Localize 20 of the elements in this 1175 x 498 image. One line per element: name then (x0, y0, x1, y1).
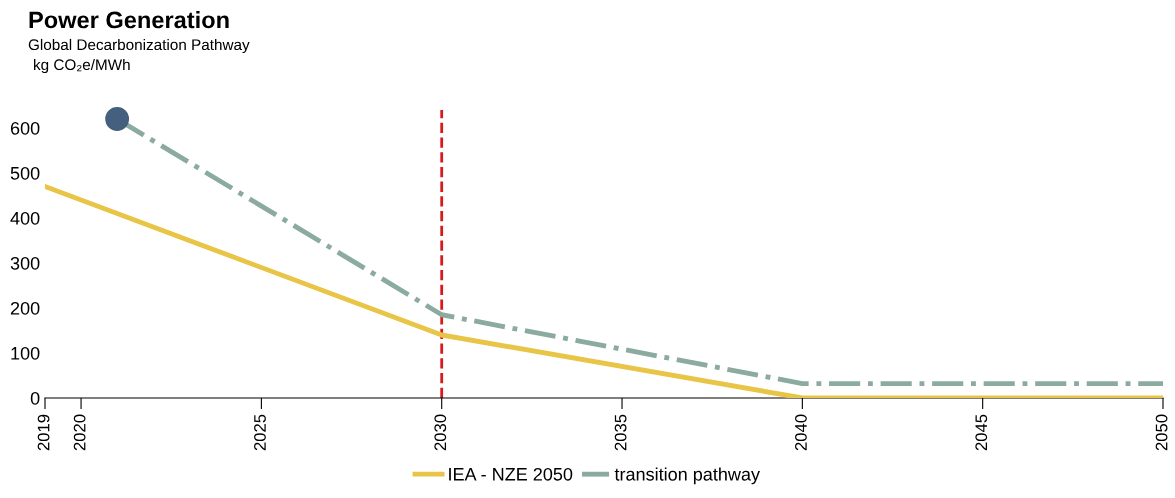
x-tick-label: 2045 (975, 414, 988, 451)
x-tick-label: 2019 (37, 414, 50, 451)
x-tick-label: 2030 (434, 414, 447, 451)
x-tick-label: 2035 (614, 414, 627, 451)
chart-title: Power Generation (29, 11, 229, 29)
x-tick-label: 2020 (73, 414, 86, 451)
y-tick-label: 300 (10, 256, 40, 270)
chart-subtitle: Global Decarbonization Pathway (28, 38, 250, 54)
x-tick-label: 2025 (254, 414, 266, 451)
y-tick-label: 500 (10, 166, 40, 180)
y-tick-label: 100 (11, 346, 40, 360)
y-tick-label: 200 (10, 301, 40, 315)
x-tick-label: 2050 (1155, 414, 1168, 451)
y-tick-label: 400 (10, 211, 40, 225)
x-tick-label: 2040 (795, 414, 807, 451)
y-tick-label: 600 (10, 121, 40, 135)
legend-label: IEA - NZE 2050 (449, 467, 573, 481)
legend-label: transition pathway (614, 467, 760, 485)
y-tick-label: 0 (30, 391, 40, 405)
y-axis-title: kg CO₂e/MWh (34, 58, 130, 74)
